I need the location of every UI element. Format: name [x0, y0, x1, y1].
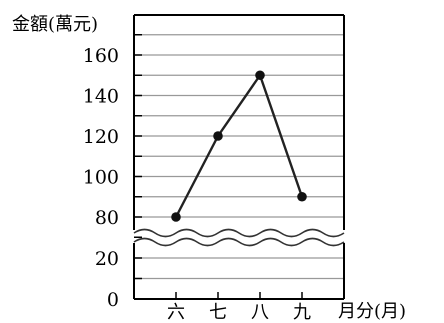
y-tick-label: 160 — [83, 45, 119, 67]
axes — [133, 14, 345, 300]
y-tick-label: 120 — [83, 126, 119, 148]
x-tick-labels: 六七八九 — [167, 302, 311, 323]
data-series — [171, 70, 307, 222]
y-tick-labels: 80 100 120 140 160 0 20 — [83, 45, 119, 311]
data-point — [213, 131, 223, 141]
x-tick-label: 七 — [209, 302, 227, 323]
grid-lines — [134, 34, 344, 280]
y-tick-label: 20 — [95, 248, 119, 270]
y-tick-label: 100 — [83, 167, 119, 189]
data-point — [255, 70, 265, 81]
y-tick-label: 0 — [107, 289, 119, 311]
y-axis-label: 金額(萬元) — [12, 14, 98, 35]
x-axis-label: 月分(月) — [338, 301, 406, 322]
axis-break-wave — [133, 237, 345, 247]
axis-break — [130, 228, 348, 247]
data-point — [171, 212, 181, 222]
x-tick-label: 八 — [251, 302, 269, 323]
data-point — [297, 191, 307, 202]
y-tick-label: 80 — [95, 207, 119, 229]
y-tick-label: 140 — [83, 86, 119, 108]
series-line — [174, 74, 304, 218]
axis-break-wave — [133, 228, 345, 238]
x-tick-label: 六 — [167, 302, 185, 323]
x-tick-label: 九 — [293, 302, 311, 323]
